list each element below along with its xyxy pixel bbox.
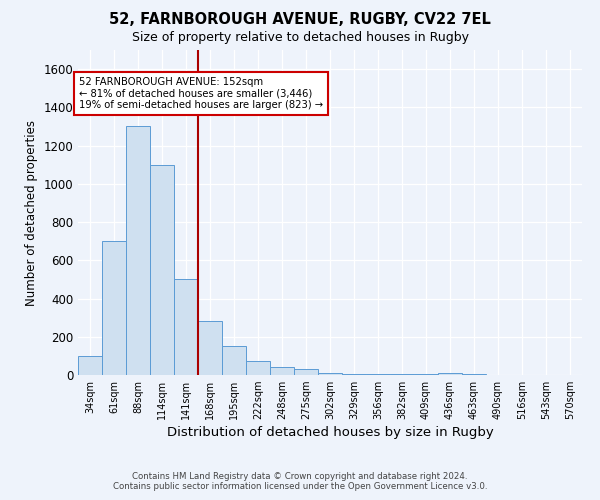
Y-axis label: Number of detached properties: Number of detached properties bbox=[25, 120, 38, 306]
Bar bbox=[390, 374, 414, 375]
Bar bbox=[126, 126, 150, 375]
Bar bbox=[174, 280, 198, 375]
Bar bbox=[366, 374, 390, 375]
Bar bbox=[414, 374, 438, 375]
Bar bbox=[462, 374, 486, 375]
Bar bbox=[318, 373, 342, 375]
Bar bbox=[270, 368, 294, 375]
Bar bbox=[438, 373, 462, 375]
Bar bbox=[222, 346, 246, 375]
Bar bbox=[150, 164, 174, 375]
Bar bbox=[198, 322, 222, 375]
Text: Size of property relative to detached houses in Rugby: Size of property relative to detached ho… bbox=[131, 31, 469, 44]
Bar bbox=[246, 360, 270, 375]
Bar bbox=[342, 374, 366, 375]
Bar bbox=[78, 356, 102, 375]
X-axis label: Distribution of detached houses by size in Rugby: Distribution of detached houses by size … bbox=[167, 426, 493, 440]
Text: 52 FARNBOROUGH AVENUE: 152sqm
← 81% of detached houses are smaller (3,446)
19% o: 52 FARNBOROUGH AVENUE: 152sqm ← 81% of d… bbox=[79, 77, 323, 110]
Text: Contains HM Land Registry data © Crown copyright and database right 2024.
Contai: Contains HM Land Registry data © Crown c… bbox=[113, 472, 487, 491]
Bar bbox=[294, 370, 318, 375]
Text: 52, FARNBOROUGH AVENUE, RUGBY, CV22 7EL: 52, FARNBOROUGH AVENUE, RUGBY, CV22 7EL bbox=[109, 12, 491, 28]
Bar bbox=[102, 241, 126, 375]
